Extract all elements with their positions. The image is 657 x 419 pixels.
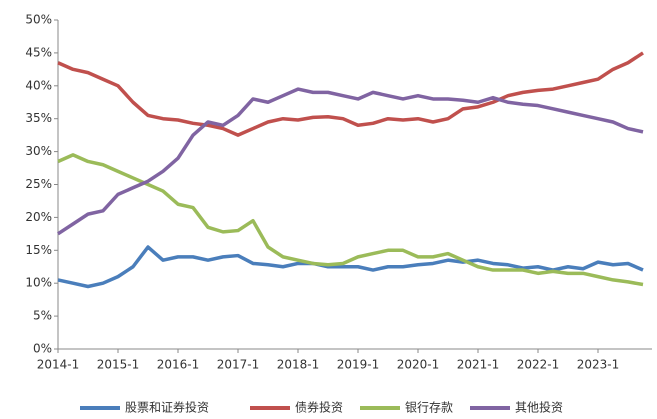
series-line	[57, 87, 644, 236]
series-line	[57, 245, 644, 289]
y-tick-label: 25%	[25, 177, 52, 191]
series-line	[57, 153, 644, 287]
x-tick-label: 2018-1	[277, 358, 320, 372]
y-tick-label: 30%	[25, 144, 52, 158]
y-tick-label: 35%	[25, 111, 52, 125]
series-line	[57, 51, 644, 137]
x-tick-label: 2022-1	[517, 358, 560, 372]
x-tick-label: 2019-1	[337, 358, 380, 372]
legend-label: 股票和证券投资	[125, 400, 209, 415]
y-tick-label: 50%	[25, 13, 52, 27]
legend-label: 债券投资	[295, 400, 343, 415]
y-tick-label: 15%	[25, 243, 52, 257]
legend-label: 银行存款	[405, 401, 453, 415]
x-tick-label: 2015-1	[97, 358, 140, 372]
legend-label: 其他投资	[515, 400, 563, 415]
y-tick-label: 10%	[25, 276, 52, 290]
x-tick-label: 2017-1	[217, 358, 260, 372]
x-tick-label: 2021-1	[457, 358, 500, 372]
y-tick-label: 45%	[25, 45, 52, 59]
y-tick-label: 40%	[25, 78, 52, 92]
x-tick-label: 2016-1	[157, 358, 200, 372]
y-tick-label: 5%	[33, 309, 52, 323]
x-tick-label: 2023-1	[577, 358, 620, 372]
x-tick-label: 2020-1	[397, 358, 440, 372]
y-tick-label: 0%	[33, 342, 52, 356]
y-tick-label: 20%	[25, 210, 52, 224]
x-tick-label: 2014-1	[37, 358, 80, 372]
